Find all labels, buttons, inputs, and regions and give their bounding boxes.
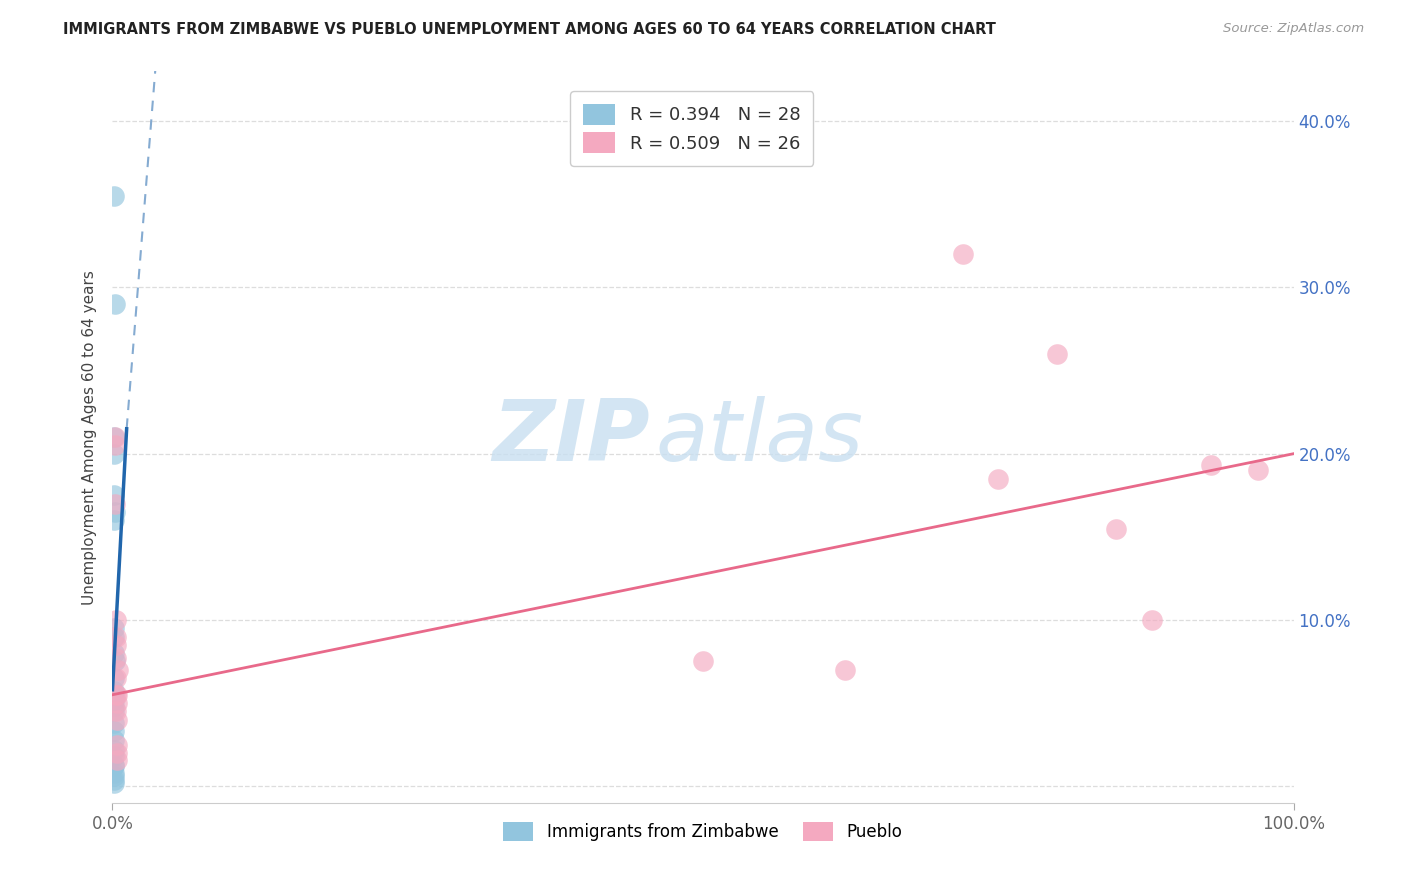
Point	[103, 646, 125, 660]
Point	[104, 438, 127, 452]
Point	[987, 472, 1010, 486]
Point	[103, 621, 125, 635]
Point	[103, 759, 125, 773]
Point	[104, 505, 127, 519]
Point	[105, 688, 128, 702]
Point	[1247, 463, 1270, 477]
Point	[103, 732, 125, 747]
Point	[105, 696, 128, 710]
Point	[104, 430, 127, 444]
Point	[103, 749, 125, 764]
Point	[103, 769, 125, 783]
Point	[103, 772, 125, 787]
Point	[107, 663, 129, 677]
Point	[1046, 347, 1069, 361]
Point	[103, 776, 125, 790]
Text: Source: ZipAtlas.com: Source: ZipAtlas.com	[1223, 22, 1364, 36]
Point	[952, 247, 974, 261]
Legend: Immigrants from Zimbabwe, Pueblo: Immigrants from Zimbabwe, Pueblo	[495, 814, 911, 849]
Point	[105, 713, 128, 727]
Point	[103, 757, 125, 772]
Point	[103, 688, 125, 702]
Point	[103, 430, 125, 444]
Point	[104, 497, 127, 511]
Point	[105, 688, 128, 702]
Point	[103, 671, 125, 685]
Point	[1199, 458, 1222, 473]
Point	[103, 630, 125, 644]
Point	[105, 671, 128, 685]
Point	[105, 613, 128, 627]
Point	[1105, 521, 1128, 535]
Point	[103, 189, 125, 203]
Point	[105, 630, 128, 644]
Y-axis label: Unemployment Among Ages 60 to 64 years: Unemployment Among Ages 60 to 64 years	[82, 269, 97, 605]
Point	[104, 297, 127, 311]
Point	[103, 716, 125, 731]
Point	[1140, 613, 1163, 627]
Point	[103, 692, 125, 706]
Point	[105, 705, 128, 719]
Point	[103, 447, 125, 461]
Point	[103, 488, 125, 502]
Point	[103, 724, 125, 739]
Text: ZIP: ZIP	[492, 395, 650, 479]
Point	[104, 655, 127, 669]
Point	[105, 746, 128, 760]
Point	[103, 765, 125, 780]
Point	[105, 638, 128, 652]
Text: IMMIGRANTS FROM ZIMBABWE VS PUEBLO UNEMPLOYMENT AMONG AGES 60 TO 64 YEARS CORREL: IMMIGRANTS FROM ZIMBABWE VS PUEBLO UNEMP…	[63, 22, 995, 37]
Point	[103, 705, 125, 719]
Point	[103, 742, 125, 756]
Point	[103, 699, 125, 714]
Point	[105, 738, 128, 752]
Point	[692, 655, 714, 669]
Point	[105, 651, 128, 665]
Point	[105, 753, 128, 767]
Point	[834, 663, 856, 677]
Text: atlas: atlas	[655, 395, 863, 479]
Point	[103, 684, 125, 698]
Point	[103, 513, 125, 527]
